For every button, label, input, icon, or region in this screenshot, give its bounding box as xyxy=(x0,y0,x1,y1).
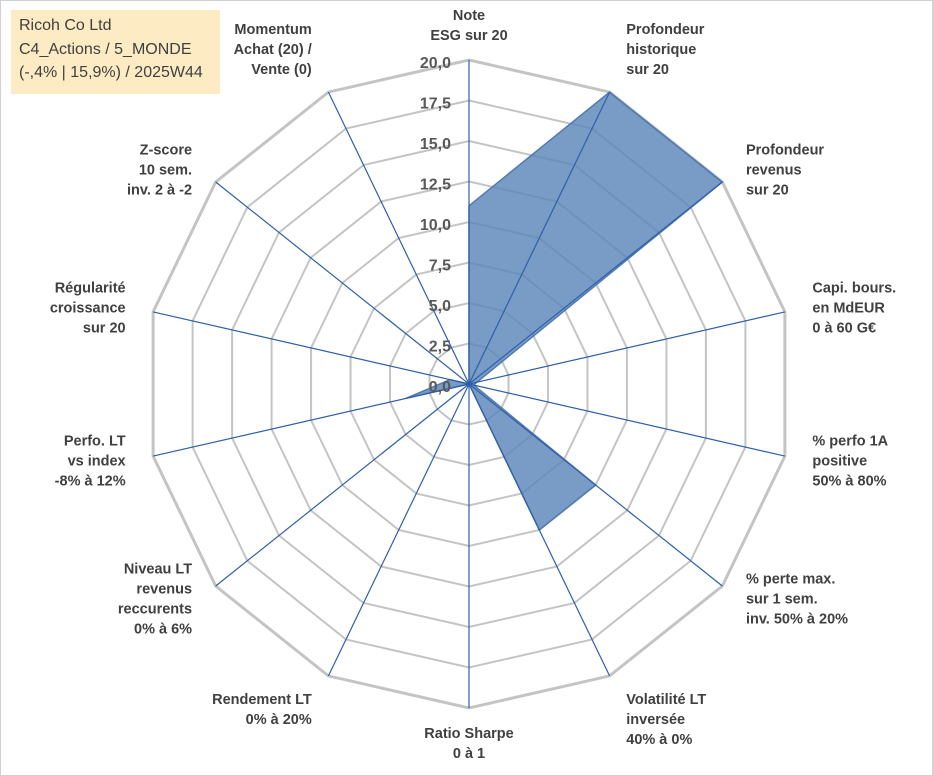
category-label: Régularité xyxy=(55,280,126,296)
category-label: inv. 50% à 20% xyxy=(746,611,848,627)
category-label: % perfo 1A xyxy=(812,434,888,450)
category-label: 0 à 1 xyxy=(453,746,485,762)
category-label: 0 à 60 G€ xyxy=(812,320,876,336)
category-label: Profondeur xyxy=(626,22,704,38)
category-label: Achat (20) / xyxy=(234,42,312,58)
category-label: sur 1 sem. xyxy=(746,591,818,607)
category-label: Rendement LT xyxy=(212,692,312,708)
category-label: croissance xyxy=(50,300,126,316)
radar-tick-labels: 0,0 2,5 5,0 7,5 10,0 12,5 15,0 17,5 20,0 xyxy=(420,55,451,396)
category-label: ESG sur 20 xyxy=(430,28,507,44)
category-label: revenus xyxy=(136,581,192,597)
tick-label: 2,5 xyxy=(429,339,451,356)
axis-spoke xyxy=(215,383,470,587)
category-label: 10 sem. xyxy=(139,163,192,179)
tick-label: 12,5 xyxy=(420,177,451,194)
category-label: historique xyxy=(626,42,696,58)
category-label: vs index xyxy=(68,454,126,470)
info-company-name: Ricoh Co Ltd xyxy=(19,17,112,34)
category-label: revenus xyxy=(746,163,802,179)
tick-label: 17,5 xyxy=(420,96,451,113)
info-box: Ricoh Co Ltd C4_Actions / 5_MONDE (-,4% … xyxy=(11,10,220,94)
axis-spoke xyxy=(468,181,723,385)
category-label: sur 20 xyxy=(83,320,126,336)
category-label: 0% à 20% xyxy=(246,712,312,728)
category-label: sur 20 xyxy=(746,183,789,199)
radar-category-labels: Note ESG sur 20 Profondeur historique sur 20… xyxy=(50,8,896,762)
tick-label: 0,0 xyxy=(429,379,451,396)
axis-spoke xyxy=(468,383,786,457)
category-label: Profondeur xyxy=(746,143,824,159)
axis-spoke xyxy=(468,311,786,385)
axis-spoke xyxy=(152,383,470,457)
tick-label: 5,0 xyxy=(429,298,451,315)
info-portfolio: C4_Actions / 5_MONDE xyxy=(19,40,192,58)
category-label: Volatilité LT xyxy=(626,692,706,708)
category-label: sur 20 xyxy=(626,62,669,78)
series-area xyxy=(405,91,724,532)
axis-spoke xyxy=(152,311,470,385)
category-label: en MdEUR xyxy=(812,300,885,316)
tick-label: 7,5 xyxy=(429,258,451,275)
axis-spoke xyxy=(327,91,470,385)
category-label: positive xyxy=(812,454,867,470)
category-label: Note xyxy=(453,8,485,24)
tick-label: 15,0 xyxy=(420,136,451,153)
category-label: Capi. bours. xyxy=(812,280,896,296)
tick-label: 10,0 xyxy=(420,217,451,234)
category-label: Z-score xyxy=(140,143,192,159)
axis-spoke xyxy=(468,91,611,385)
category-label: Vente (0) xyxy=(251,62,312,78)
tick-label: 20,0 xyxy=(420,55,451,72)
radar-spokes xyxy=(152,60,786,708)
category-label: 50% à 80% xyxy=(812,474,886,490)
category-label: Perfo. LT xyxy=(64,434,126,450)
info-performance-week: (-,4% | 15,9%) / 2025W44 xyxy=(19,64,203,81)
category-label: inversée xyxy=(626,712,685,728)
axis-spoke xyxy=(468,383,611,677)
category-label: Niveau LT xyxy=(124,561,192,577)
axis-spoke xyxy=(327,383,470,677)
radar-series xyxy=(405,91,724,532)
category-label: % perte max. xyxy=(746,571,835,587)
axis-spoke xyxy=(468,383,723,587)
category-label: Ratio Sharpe xyxy=(424,726,513,742)
axis-spoke xyxy=(215,181,470,385)
category-label: 0% à 6% xyxy=(134,621,192,637)
category-label: inv. 2 à -2 xyxy=(127,183,192,199)
category-label: 40% à 0% xyxy=(626,732,692,748)
category-label: Momentum xyxy=(234,22,311,38)
category-label: -8% à 12% xyxy=(55,474,126,490)
category-label: reccurents xyxy=(118,601,192,617)
